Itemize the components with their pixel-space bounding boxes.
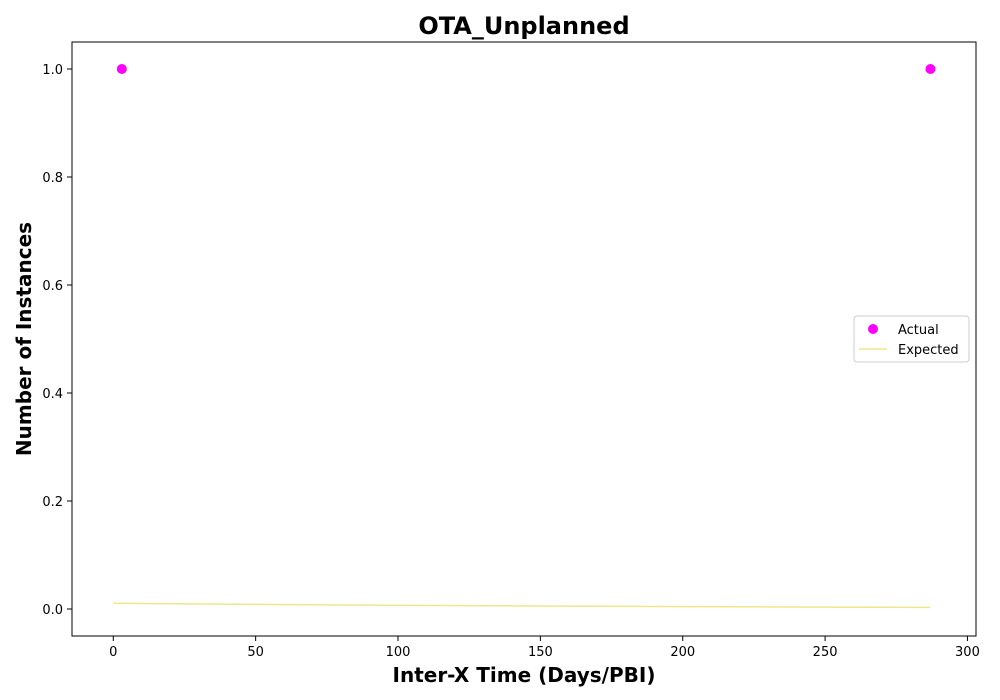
y-tick-label: 0.0 xyxy=(42,603,63,618)
x-tick-label: 250 xyxy=(813,645,838,660)
x-tick-label: 200 xyxy=(670,645,695,660)
plot-area xyxy=(72,42,976,636)
x-tick-label: 50 xyxy=(247,645,264,660)
x-axis-ticks: 0 50 100 150 200 250 300 xyxy=(109,636,980,660)
x-tick-label: 0 xyxy=(109,645,117,660)
legend-label: Expected xyxy=(898,343,959,358)
y-tick-label: 1.0 xyxy=(42,63,63,78)
x-tick-label: 300 xyxy=(955,645,980,660)
expected-line xyxy=(113,603,930,607)
legend-marker-actual xyxy=(868,324,878,334)
legend: Actual Expected xyxy=(854,316,969,362)
y-tick-label: 0.8 xyxy=(42,171,63,186)
actual-point xyxy=(925,64,935,74)
chart-title: OTA_Unplanned xyxy=(418,12,629,40)
series-layer xyxy=(113,64,935,607)
y-tick-label: 0.6 xyxy=(42,279,63,294)
y-tick-label: 0.2 xyxy=(42,495,63,510)
y-axis-ticks: 0.0 0.2 0.4 0.6 0.8 1.0 xyxy=(42,63,72,618)
y-tick-label: 0.4 xyxy=(42,387,63,402)
actual-point xyxy=(117,64,127,74)
x-tick-label: 100 xyxy=(386,645,411,660)
x-tick-label: 150 xyxy=(528,645,553,660)
x-axis-label: Inter-X Time (Days/PBI) xyxy=(393,663,656,687)
y-axis-label: Number of Instances xyxy=(12,222,36,456)
legend-label: Actual xyxy=(898,323,939,338)
